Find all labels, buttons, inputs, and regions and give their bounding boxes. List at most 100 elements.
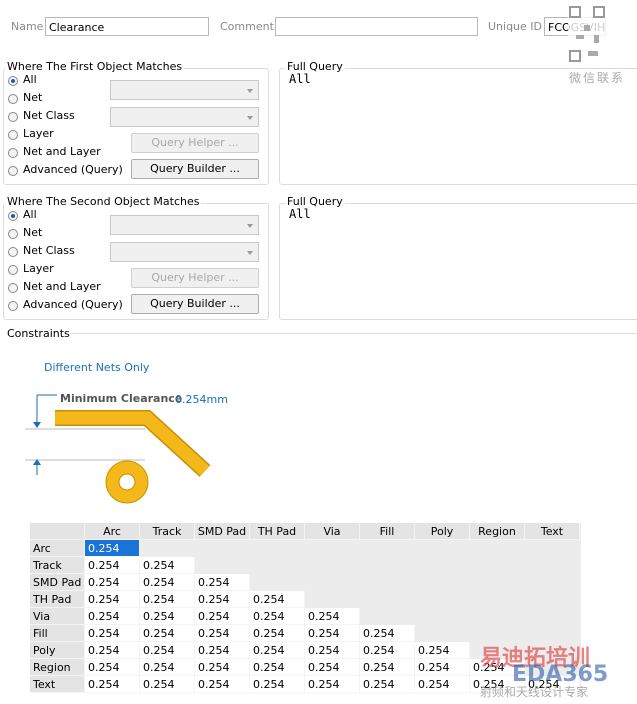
radio-button[interactable]: [8, 76, 18, 86]
clearance-cell[interactable]: 0.254: [415, 642, 470, 659]
clearance-cell[interactable]: 0.254: [470, 659, 525, 676]
clearance-cell[interactable]: 0.254: [250, 659, 305, 676]
radio-label[interactable]: Net Class: [23, 109, 75, 122]
clearance-cell[interactable]: 0.254: [305, 625, 360, 642]
clearance-cell[interactable]: 0.254: [415, 659, 470, 676]
column-header: TH Pad: [250, 523, 305, 540]
radio-button[interactable]: [8, 166, 18, 176]
clearance-cell[interactable]: 0.254: [360, 642, 415, 659]
net-scope[interactable]: Different Nets Only: [44, 361, 150, 374]
clearance-cell[interactable]: 0.254: [250, 591, 305, 608]
radio-button[interactable]: [8, 265, 18, 275]
radio-button[interactable]: [8, 130, 18, 140]
clearance-cell[interactable]: 0.254: [250, 642, 305, 659]
comment-input[interactable]: [275, 17, 478, 36]
query-builder-button[interactable]: Query Builder ...: [131, 294, 259, 314]
clearance-cell[interactable]: 0.254: [85, 659, 140, 676]
name-label: Name: [11, 20, 44, 33]
query-helper-button[interactable]: Query Helper ...: [131, 133, 259, 153]
clearance-cell[interactable]: 0.254: [525, 676, 580, 693]
clearance-cell[interactable]: 0.254: [85, 557, 140, 574]
clearance-cell[interactable]: 0.254: [195, 642, 250, 659]
dropdown[interactable]: [110, 107, 259, 127]
clearance-cell[interactable]: 0.254: [85, 574, 140, 591]
radio-button[interactable]: [8, 229, 18, 239]
clearance-cell[interactable]: 0.254: [140, 591, 195, 608]
radio-label[interactable]: Net: [23, 91, 43, 104]
row-header: Via: [30, 608, 85, 625]
clearance-cell[interactable]: 0.254: [195, 574, 250, 591]
radio-label[interactable]: Net Class: [23, 244, 75, 257]
radio-button[interactable]: [8, 211, 18, 221]
watermark-brand: 易迪拓培训: [480, 646, 591, 671]
clearance-cell[interactable]: 0.254: [140, 625, 195, 642]
group-title: Full Query: [285, 60, 345, 73]
clearance-cell[interactable]: 0.254: [305, 642, 360, 659]
clearance-cell[interactable]: 0.254: [415, 676, 470, 693]
dropdown[interactable]: [110, 215, 259, 235]
radio-button[interactable]: [8, 283, 18, 293]
radio-button[interactable]: [8, 94, 18, 104]
row-header: Poly: [30, 642, 85, 659]
radio-label[interactable]: Advanced (Query): [23, 163, 123, 176]
radio-button[interactable]: [8, 247, 18, 257]
qr-caption: 微信联系: [569, 71, 626, 85]
query-builder-button[interactable]: Query Builder ...: [131, 159, 259, 179]
clearance-cell[interactable]: 0.254: [195, 608, 250, 625]
clearance-cell[interactable]: 0.254: [250, 625, 305, 642]
clearance-cell[interactable]: 0.254: [360, 659, 415, 676]
clearance-cell[interactable]: 0.254: [305, 676, 360, 693]
radio-label[interactable]: Layer: [23, 262, 54, 275]
clearance-cell[interactable]: 0.254: [140, 557, 195, 574]
dropdown[interactable]: [110, 242, 259, 262]
clearance-cell[interactable]: 0.254: [470, 676, 525, 693]
clearance-cell[interactable]: 0.254: [305, 608, 360, 625]
clearance-cell[interactable]: 0.254: [85, 591, 140, 608]
radio-label[interactable]: Advanced (Query): [23, 298, 123, 311]
clearance-cell[interactable]: 0.254: [85, 608, 140, 625]
watermark-site: EDA365: [512, 662, 609, 687]
clearance-cell[interactable]: 0.254: [140, 642, 195, 659]
name-input[interactable]: Clearance: [45, 17, 209, 36]
separator: [70, 333, 637, 334]
unique-id-label: Unique ID: [488, 20, 543, 33]
radio-label[interactable]: Net and Layer: [23, 280, 101, 293]
clearance-cell[interactable]: 0.254: [195, 591, 250, 608]
radio-label[interactable]: All: [23, 73, 37, 86]
min-clearance-value[interactable]: 0.254mm: [175, 393, 228, 406]
clearance-cell[interactable]: 0.254: [140, 608, 195, 625]
clearance-cell[interactable]: 0.254: [140, 676, 195, 693]
column-header: Via: [305, 523, 360, 540]
row-header: TH Pad: [30, 591, 85, 608]
column-header: Text: [525, 523, 580, 540]
radio-button[interactable]: [8, 301, 18, 311]
dropdown[interactable]: [110, 80, 259, 100]
row-header: SMD Pad: [30, 574, 85, 591]
clearance-cell[interactable]: 0.254: [140, 574, 195, 591]
column-header: Region: [470, 523, 525, 540]
radio-label[interactable]: Net: [23, 226, 43, 239]
clearance-cell[interactable]: 0.254: [85, 642, 140, 659]
radio-label[interactable]: Net and Layer: [23, 145, 101, 158]
min-clearance-label: Minimum Clearance: [60, 392, 183, 405]
clearance-cell[interactable]: 0.254: [85, 625, 140, 642]
clearance-cell[interactable]: 0.254: [305, 659, 360, 676]
clearance-cell[interactable]: 0.254: [250, 608, 305, 625]
clearance-cell[interactable]: 0.254: [195, 676, 250, 693]
radio-button[interactable]: [8, 148, 18, 158]
clearance-cell[interactable]: 0.254: [360, 625, 415, 642]
radio-label[interactable]: Layer: [23, 127, 54, 140]
clearance-cell[interactable]: 0.254: [85, 676, 140, 693]
radio-button[interactable]: [8, 112, 18, 122]
clearance-cell[interactable]: 0.254: [85, 540, 140, 557]
clearance-cell[interactable]: 0.254: [250, 676, 305, 693]
clearance-cell[interactable]: 0.254: [360, 676, 415, 693]
clearance-cell[interactable]: 0.254: [195, 659, 250, 676]
radio-label[interactable]: All: [23, 208, 37, 221]
column-header: Fill: [360, 523, 415, 540]
clearance-cell[interactable]: 0.254: [195, 625, 250, 642]
query-helper-button[interactable]: Query Helper ...: [131, 268, 259, 288]
clearance-cell[interactable]: 0.254: [140, 659, 195, 676]
column-header: Arc: [85, 523, 140, 540]
group-title: Where The Second Object Matches: [5, 195, 202, 208]
